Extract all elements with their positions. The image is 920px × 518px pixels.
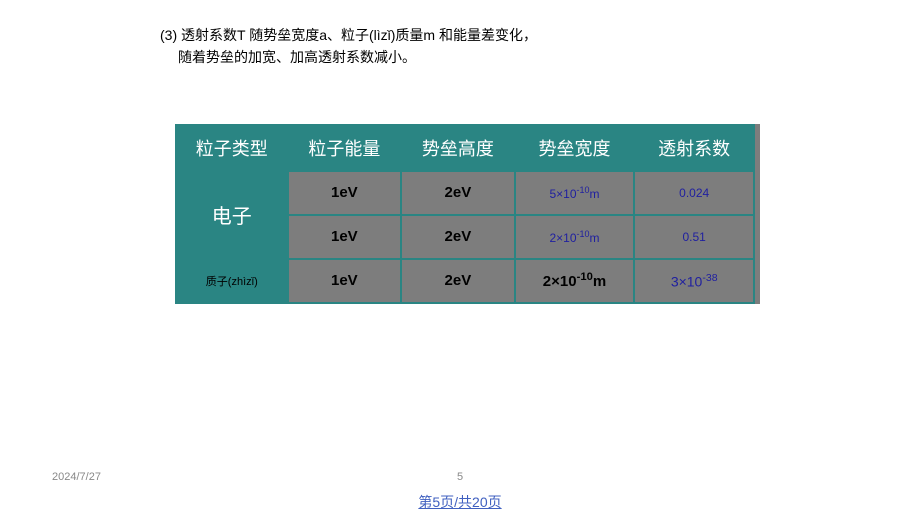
- data-table-container: 粒子类型 粒子能量 势垒高度 势垒宽度 透射系数 电子 1eV 2eV 5×10…: [175, 124, 760, 304]
- th-trans-coeff: 透射系数: [634, 125, 754, 171]
- footer-pagenum: 5: [457, 471, 463, 483]
- cell-energy: 1eV: [288, 215, 402, 259]
- th-particle-type: 粒子类型: [176, 125, 288, 171]
- rowlabel-proton: 质子(zhìzǐ): [176, 259, 288, 303]
- data-table: 粒子类型 粒子能量 势垒高度 势垒宽度 透射系数 电子 1eV 2eV 5×10…: [175, 124, 755, 304]
- th-barrier-width: 势垒宽度: [515, 125, 635, 171]
- th-particle-energy: 粒子能量: [288, 125, 402, 171]
- cell-barrier-h: 2eV: [401, 215, 515, 259]
- rowlabel-electron: 电子: [176, 171, 288, 259]
- footer-pagetext: 第5页/共20页: [418, 492, 501, 512]
- cell-coeff: 0.51: [634, 215, 754, 259]
- table-row: 质子(zhìzǐ) 1eV 2eV 2×10-10m 3×10-38: [176, 259, 754, 303]
- para-line1: (3) 透射系数T 随势垒宽度a、粒子(lìzǐ)质量m 和能量差变化，: [160, 27, 537, 43]
- cell-energy: 1eV: [288, 259, 402, 303]
- cell-barrier-w: 2×10-10m: [515, 215, 635, 259]
- cell-barrier-h: 2eV: [401, 259, 515, 303]
- footer-date: 2024/7/27: [52, 471, 101, 483]
- th-barrier-height: 势垒高度: [401, 125, 515, 171]
- table-header-row: 粒子类型 粒子能量 势垒高度 势垒宽度 透射系数: [176, 125, 754, 171]
- cell-barrier-w: 2×10-10m: [515, 259, 635, 303]
- cell-coeff: 3×10-38: [634, 259, 754, 303]
- cell-barrier-w: 5×10-10m: [515, 171, 635, 215]
- intro-paragraph: (3) 透射系数T 随势垒宽度a、粒子(lìzǐ)质量m 和能量差变化， 随着势…: [160, 24, 760, 69]
- cell-coeff: 0.024: [634, 171, 754, 215]
- cell-barrier-h: 2eV: [401, 171, 515, 215]
- cell-energy: 1eV: [288, 171, 402, 215]
- table-row: 电子 1eV 2eV 5×10-10m 0.024: [176, 171, 754, 215]
- para-line2: 随着势垒的加宽、加高透射系数减小。: [160, 46, 760, 68]
